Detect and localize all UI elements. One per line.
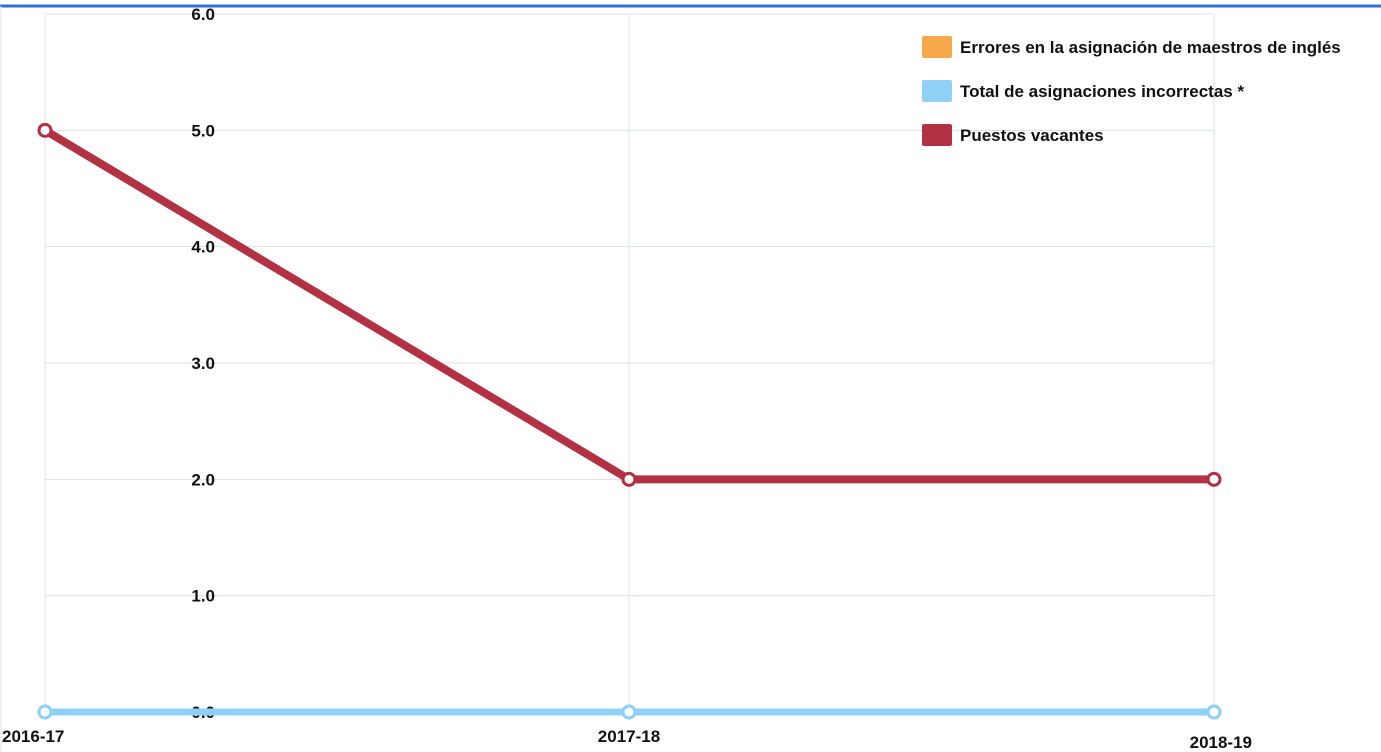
data-point-1-1	[621, 704, 637, 720]
grid-layer	[44, 13, 1215, 713]
legend-swatch-0	[922, 36, 952, 58]
data-point-1-2	[1206, 704, 1222, 720]
data-point-2-0	[37, 122, 53, 138]
legend: Errores en la asignación de maestros de …	[922, 36, 1341, 146]
x-tick-label-2: 2018-19	[1190, 733, 1252, 752]
data-point-2-1	[621, 471, 637, 487]
legend-label-1: Total de asignaciones incorrectas *	[960, 82, 1244, 101]
legend-swatch-2	[922, 124, 952, 146]
data-point-2-2	[1206, 471, 1222, 487]
y-tick-label-5: 5.0	[191, 121, 215, 140]
y-tick-label-6: 6.0	[191, 5, 215, 24]
legend-swatch-1	[922, 80, 952, 102]
y-tick-label-2: 2.0	[191, 470, 215, 489]
series-layer	[37, 122, 1222, 720]
x-tick-label-1: 2017-18	[598, 727, 660, 746]
legend-label-0: Errores en la asignación de maestros de …	[960, 38, 1341, 57]
y-tick-label-1: 1.0	[191, 587, 215, 606]
data-point-1-0	[37, 704, 53, 720]
legend-label-2: Puestos vacantes	[960, 126, 1104, 145]
x-tick-label-0: 2016-17	[2, 727, 64, 746]
y-tick-label-4: 4.0	[191, 238, 215, 257]
y-tick-label-3: 3.0	[191, 354, 215, 373]
